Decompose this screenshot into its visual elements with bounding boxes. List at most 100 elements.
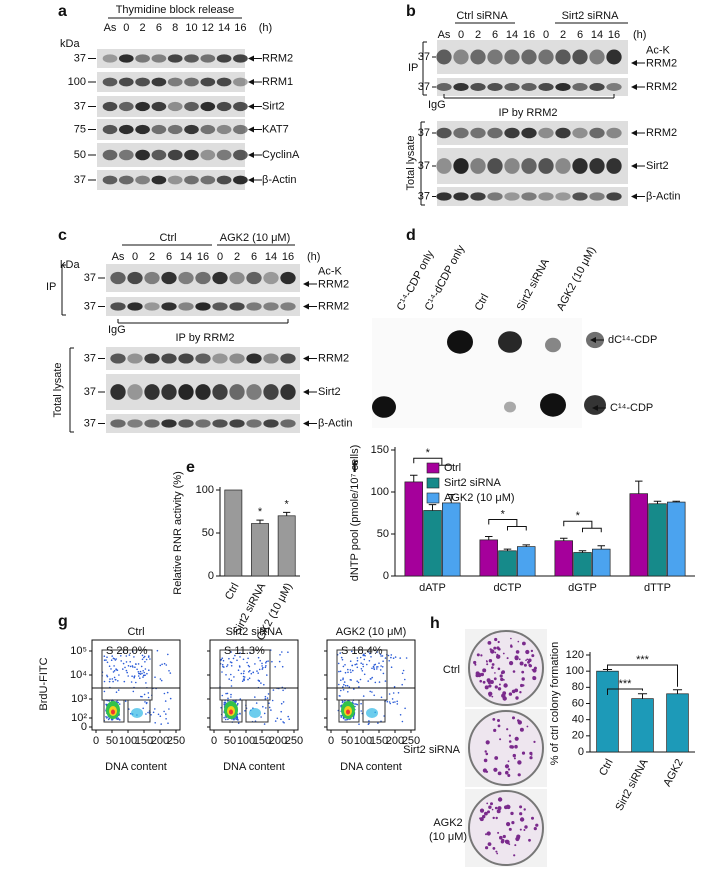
band: [118, 124, 134, 135]
event-dot: [382, 660, 384, 662]
event-dot: [399, 657, 402, 659]
band: [555, 127, 571, 139]
event-dot: [262, 666, 264, 669]
event-dot: [242, 675, 245, 678]
colony: [528, 663, 531, 667]
y-tick-label: 10⁵: [70, 645, 87, 657]
band: [487, 127, 503, 139]
band: [233, 124, 248, 135]
colony: [518, 658, 521, 661]
band: [487, 158, 503, 174]
event-dot: [282, 701, 285, 703]
y-axis-label: % of ctrl colony formation: [549, 642, 561, 766]
event-dot: [125, 661, 128, 663]
plate: [468, 630, 544, 706]
lane-label: 2: [475, 29, 481, 41]
arrow-head: [248, 55, 254, 62]
colony: [502, 691, 507, 695]
mw-marker: 100: [68, 76, 86, 88]
ip-by: IP by RRM2: [498, 107, 557, 119]
band: [246, 419, 262, 428]
event-dot: [248, 665, 251, 668]
band: [216, 101, 232, 112]
event-dot: [141, 672, 143, 675]
lane-label: Ctrl: [473, 292, 492, 313]
event-dot: [157, 713, 160, 716]
band: [606, 127, 622, 139]
band: [216, 77, 232, 87]
event-dot: [340, 656, 343, 659]
event-dot: [148, 655, 150, 657]
colony: [486, 660, 488, 663]
colony: [522, 641, 526, 646]
event-dot: [110, 659, 113, 661]
plate-label: (10 μM): [429, 831, 467, 843]
event-dot: [401, 672, 404, 675]
blot: [97, 170, 245, 190]
blot-name: CyclinA: [262, 149, 300, 161]
event-dot: [242, 672, 245, 675]
arrow-head: [590, 337, 596, 343]
event-dot: [358, 723, 360, 725]
event-dot: [111, 655, 113, 657]
band: [263, 419, 279, 428]
event-dot: [143, 671, 145, 674]
event-dot: [392, 692, 395, 694]
event-dot: [389, 702, 392, 705]
colony: [498, 683, 501, 686]
event-dot: [257, 656, 260, 659]
plate-label: Sirt2 siRNA: [403, 744, 461, 756]
event-dot: [356, 666, 359, 669]
event-dot: [103, 690, 106, 693]
error-bar: [637, 693, 648, 699]
event-dot: [272, 689, 275, 691]
band: [538, 158, 554, 174]
band: [144, 302, 160, 311]
colony: [496, 809, 501, 814]
y-tick-label: 10²: [71, 712, 87, 724]
colony: [526, 725, 529, 728]
event-dot: [225, 674, 227, 676]
spot-name: dC¹⁴-CDP: [608, 334, 657, 346]
colony: [506, 822, 511, 827]
error-bar: [410, 474, 418, 482]
unit: (h): [259, 22, 272, 34]
event-dot: [256, 670, 258, 672]
event-dot: [338, 670, 340, 673]
event-dot: [373, 667, 375, 669]
bar: [648, 503, 667, 577]
event-dot: [401, 683, 404, 686]
event-dot: [392, 657, 395, 659]
event-dot: [347, 668, 349, 671]
event-dot: [348, 686, 351, 688]
event-dot: [392, 701, 395, 704]
event-dot: [361, 670, 364, 672]
colony: [494, 806, 498, 810]
bar: [667, 501, 686, 577]
event-dot: [346, 684, 349, 687]
group: Ctrl siRNA: [456, 10, 508, 22]
event-dot: [367, 680, 370, 682]
event-dot: [404, 707, 406, 710]
colony: [499, 835, 503, 840]
event-dot: [230, 661, 233, 664]
colony: [523, 829, 526, 831]
y-tick-label: 100: [566, 665, 584, 677]
y-tick-label: 40: [572, 714, 584, 726]
spot: [545, 337, 561, 353]
colony: [533, 740, 536, 744]
bar: [277, 515, 296, 577]
y-tick-label: 60: [572, 697, 584, 709]
band: [453, 192, 469, 201]
lane-label: 6: [166, 251, 172, 263]
x-tick-label: dGTP: [568, 582, 597, 594]
band: [589, 192, 605, 201]
colony: [510, 637, 512, 640]
colony: [531, 654, 535, 658]
error-bar: [672, 500, 680, 503]
event-dot: [356, 703, 359, 706]
band: [606, 158, 622, 174]
colony: [510, 811, 514, 816]
lane-label: 16: [197, 251, 209, 263]
event-dot: [124, 666, 126, 669]
